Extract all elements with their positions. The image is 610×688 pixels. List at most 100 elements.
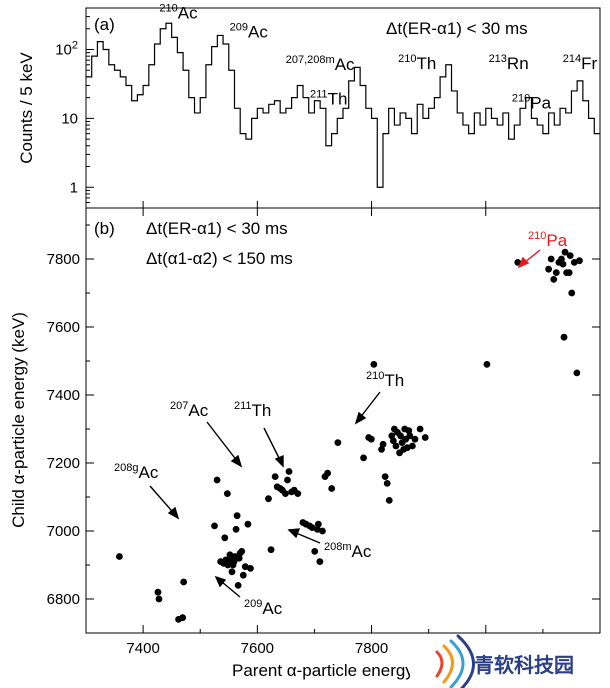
scatter-point [324, 469, 331, 477]
panel-b-ylabel: Child α-particle energy (keV) [9, 312, 28, 528]
scatter-point [282, 490, 289, 497]
scatter-point [379, 440, 387, 448]
y-tick-label: 7000 [47, 523, 80, 540]
histogram-panel: (a) Δt(ER-α1) < 30 ms Counts / 5 keV 1 10… [17, 3, 601, 209]
scatter-point [313, 525, 321, 533]
peak-label: 210Pa [512, 92, 552, 112]
y-tick-label: 7800 [47, 251, 80, 268]
annotation-arrows [149, 249, 541, 598]
scatter-point [271, 473, 279, 480]
panel-a-label: (a) [94, 15, 115, 34]
panel-b-x-ticks: 7400760078008000 [85, 208, 544, 657]
scatter-point [397, 432, 404, 440]
label-208mac: 208mAc [324, 541, 372, 561]
panel-b-label: (b) [94, 219, 115, 238]
watermark-text: 青软科技园 [474, 653, 574, 677]
peak-label: 207,208mAc [286, 54, 355, 74]
panel-a-ylabel: Counts / 5 keV [17, 52, 36, 164]
scatter-point [383, 480, 391, 487]
x-tick-label: 7400 [126, 640, 159, 657]
scatter-point [285, 468, 293, 475]
panel-a-condition: Δt(ER-α1) < 30 ms [386, 19, 528, 38]
scatter-point [239, 571, 247, 579]
arrow-209ac-head [214, 575, 227, 588]
scatter-point [388, 432, 396, 440]
scatter-point [211, 522, 218, 530]
scatter-point [155, 595, 163, 603]
scatter-point [392, 442, 400, 450]
scatter-point [552, 269, 560, 276]
scatter-point [408, 442, 416, 450]
histogram-series [86, 22, 600, 188]
scatter-point [570, 259, 578, 266]
scatter-point [547, 255, 555, 263]
arrow-211th-head [274, 454, 284, 468]
panel-b-frame [85, 207, 601, 634]
scatter-point [334, 439, 342, 446]
peak-label: 214Fr [563, 53, 598, 73]
scatter-point [241, 563, 249, 571]
scatter-point [416, 425, 424, 433]
scatter-point [568, 289, 576, 297]
scatter-point [235, 554, 243, 562]
arrow-208gac-head [167, 506, 180, 520]
scatter-point [314, 520, 322, 528]
scatter-point [565, 269, 573, 276]
scatter-point [573, 369, 581, 377]
scatter-point [367, 435, 375, 443]
scatter-point [233, 512, 241, 520]
label-207ac: 207Ac [170, 400, 209, 420]
scatter-point [559, 260, 567, 268]
arrow-210pa-head [517, 256, 530, 269]
arrow-210th-head [354, 411, 367, 425]
peak-label: 211Th [310, 88, 347, 108]
y-tick-label: 7600 [47, 319, 80, 336]
scatter-points [116, 248, 583, 623]
scatter-point [328, 485, 336, 492]
scatter-point [403, 444, 411, 452]
scatter-point [154, 588, 162, 596]
scatter-point [421, 434, 429, 441]
scatter-point [381, 473, 389, 480]
peak-label: 210Ac [159, 3, 198, 23]
scatter-point [558, 255, 565, 263]
panel-b-condition-2: Δt(α1-α2) < 150 ms [146, 249, 293, 268]
scatter-point [265, 495, 272, 503]
scatter-panel: (b) Δt(ER-α1) < 30 ms Δt(α1-α2) < 150 ms… [9, 207, 601, 680]
scatter-point [238, 548, 246, 555]
panel-b-y-ticks: 6800 7000 7200 7400 7600 7800 [47, 224, 600, 634]
label-210pa: 210Pa [528, 230, 568, 250]
scatter-point [389, 437, 397, 445]
scatter-point [370, 361, 378, 368]
label-208gac: 208gAc [114, 462, 159, 482]
scatter-point [223, 490, 231, 497]
scatter-point [550, 276, 558, 283]
scatter-point [226, 551, 234, 559]
scatter-point [179, 614, 187, 622]
scatter-point [385, 497, 393, 504]
scatter-point [180, 578, 188, 586]
scatter-point [311, 548, 319, 555]
scatter-point [316, 558, 324, 565]
signal-waves-icon [435, 634, 475, 688]
scatter-point [221, 534, 229, 542]
scatter-point [560, 333, 568, 341]
arrow-207ac-head [230, 454, 243, 468]
label-209ac: 209Ac [244, 598, 283, 618]
peak-label: 213Rn [489, 53, 529, 73]
panel-b-xlabel: Parent α-particle energy (keV) [232, 661, 459, 680]
scatter-point [230, 558, 238, 565]
panel-a-y-ticks: 1 10 102 [55, 7, 94, 209]
y-tick-label: 102 [55, 39, 78, 58]
scatter-point [222, 556, 230, 564]
panel-b-condition-1: Δt(ER-α1) < 30 ms [146, 219, 288, 238]
y-tick-label: 7200 [47, 455, 80, 472]
scatter-point [234, 582, 242, 589]
scatter-point [232, 525, 240, 533]
peak-labels: 210Ac 209Ac 207,208mAc 211Th 210Th 213Rn 210Pa… [159, 3, 597, 113]
y-tick-label: 7400 [47, 387, 80, 404]
scatter-point [566, 252, 574, 259]
scatter-point [483, 361, 491, 368]
label-211th: 211Th [234, 400, 271, 420]
